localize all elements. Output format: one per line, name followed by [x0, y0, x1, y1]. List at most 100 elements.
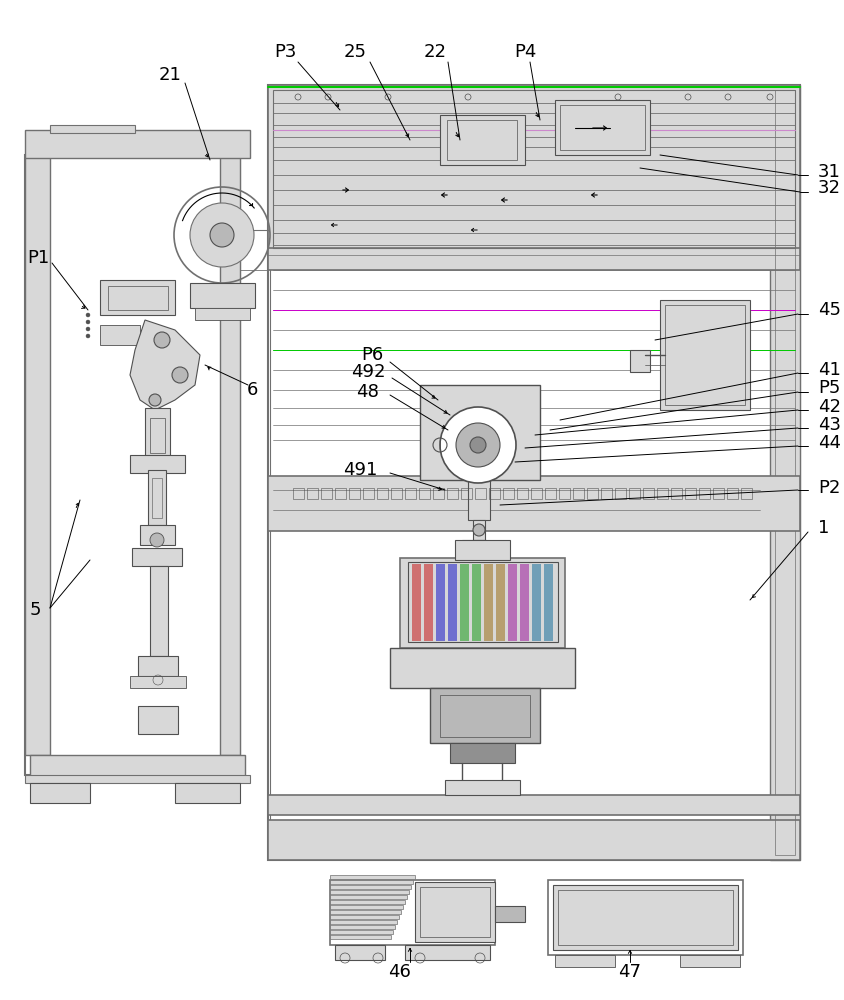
Circle shape — [325, 94, 331, 100]
Bar — [440, 695, 529, 737]
Bar — [273, 90, 794, 248]
Bar — [484, 564, 492, 641]
Text: P5: P5 — [817, 379, 840, 397]
Bar — [50, 125, 135, 133]
Circle shape — [724, 94, 730, 100]
Bar — [330, 925, 394, 929]
Text: P4: P4 — [513, 43, 536, 61]
Polygon shape — [130, 320, 200, 410]
Circle shape — [154, 332, 170, 348]
Bar — [774, 90, 794, 855]
Bar — [664, 305, 744, 405]
Circle shape — [440, 407, 516, 483]
Bar — [100, 325, 140, 345]
Bar — [587, 488, 598, 499]
Bar — [391, 488, 402, 499]
Text: 1: 1 — [817, 519, 829, 537]
Bar — [489, 488, 500, 499]
Text: 48: 48 — [356, 383, 379, 401]
Bar — [559, 488, 570, 499]
Bar — [25, 155, 240, 775]
Circle shape — [190, 203, 254, 267]
Circle shape — [385, 94, 391, 100]
Bar — [268, 85, 799, 250]
Bar — [474, 488, 485, 499]
Text: P3: P3 — [273, 43, 296, 61]
Bar — [330, 875, 414, 879]
Circle shape — [456, 423, 500, 467]
Text: 47: 47 — [618, 963, 641, 981]
Bar — [502, 488, 513, 499]
Bar — [461, 488, 472, 499]
Text: 5: 5 — [30, 601, 41, 619]
Bar — [330, 905, 403, 909]
Bar — [468, 480, 490, 520]
Bar — [544, 564, 552, 641]
Bar — [712, 488, 723, 499]
Bar — [440, 115, 524, 165]
Circle shape — [295, 94, 300, 100]
Bar — [495, 564, 505, 641]
Bar — [657, 488, 668, 499]
Bar — [330, 895, 407, 899]
Text: 25: 25 — [344, 43, 366, 61]
Bar — [412, 564, 420, 641]
Bar — [454, 540, 510, 560]
Bar — [517, 488, 528, 499]
Bar — [268, 476, 799, 531]
Text: 21: 21 — [159, 66, 181, 84]
Bar — [462, 540, 485, 552]
Bar — [555, 955, 614, 967]
Bar — [548, 880, 742, 955]
Bar — [659, 300, 749, 410]
Bar — [150, 566, 168, 656]
Bar — [450, 743, 514, 763]
Bar — [268, 85, 799, 860]
Circle shape — [172, 367, 187, 383]
Bar — [130, 455, 185, 473]
Bar — [530, 488, 541, 499]
Bar — [614, 488, 625, 499]
Bar — [419, 887, 490, 937]
Bar — [459, 564, 468, 641]
Bar — [473, 520, 484, 540]
Bar — [25, 775, 250, 783]
Circle shape — [614, 94, 620, 100]
Bar — [25, 155, 50, 755]
Bar — [140, 525, 175, 545]
Bar — [560, 105, 644, 150]
Bar — [684, 488, 695, 499]
Bar — [330, 920, 397, 924]
Bar — [330, 935, 391, 939]
Bar — [446, 488, 457, 499]
Bar — [430, 688, 539, 743]
Text: 32: 32 — [817, 179, 840, 197]
Text: 31: 31 — [817, 163, 840, 181]
Bar — [330, 890, 408, 894]
Bar — [726, 488, 737, 499]
Bar — [330, 885, 410, 889]
Bar — [628, 488, 639, 499]
Bar — [219, 155, 240, 755]
Bar — [268, 795, 799, 815]
Circle shape — [210, 223, 234, 247]
Bar — [679, 955, 739, 967]
Circle shape — [469, 437, 485, 453]
Bar — [363, 488, 374, 499]
Bar — [670, 488, 681, 499]
Bar — [414, 882, 495, 942]
Bar — [334, 945, 385, 960]
Bar — [25, 130, 250, 158]
Bar — [600, 488, 611, 499]
Circle shape — [684, 94, 690, 100]
Bar — [195, 308, 250, 320]
Text: P6: P6 — [360, 346, 382, 364]
Bar — [138, 706, 178, 734]
Bar — [150, 418, 165, 453]
Bar — [447, 564, 457, 641]
Circle shape — [86, 327, 90, 331]
Bar — [321, 488, 332, 499]
Bar — [532, 564, 540, 641]
Text: 44: 44 — [817, 434, 840, 452]
Bar — [152, 478, 162, 518]
